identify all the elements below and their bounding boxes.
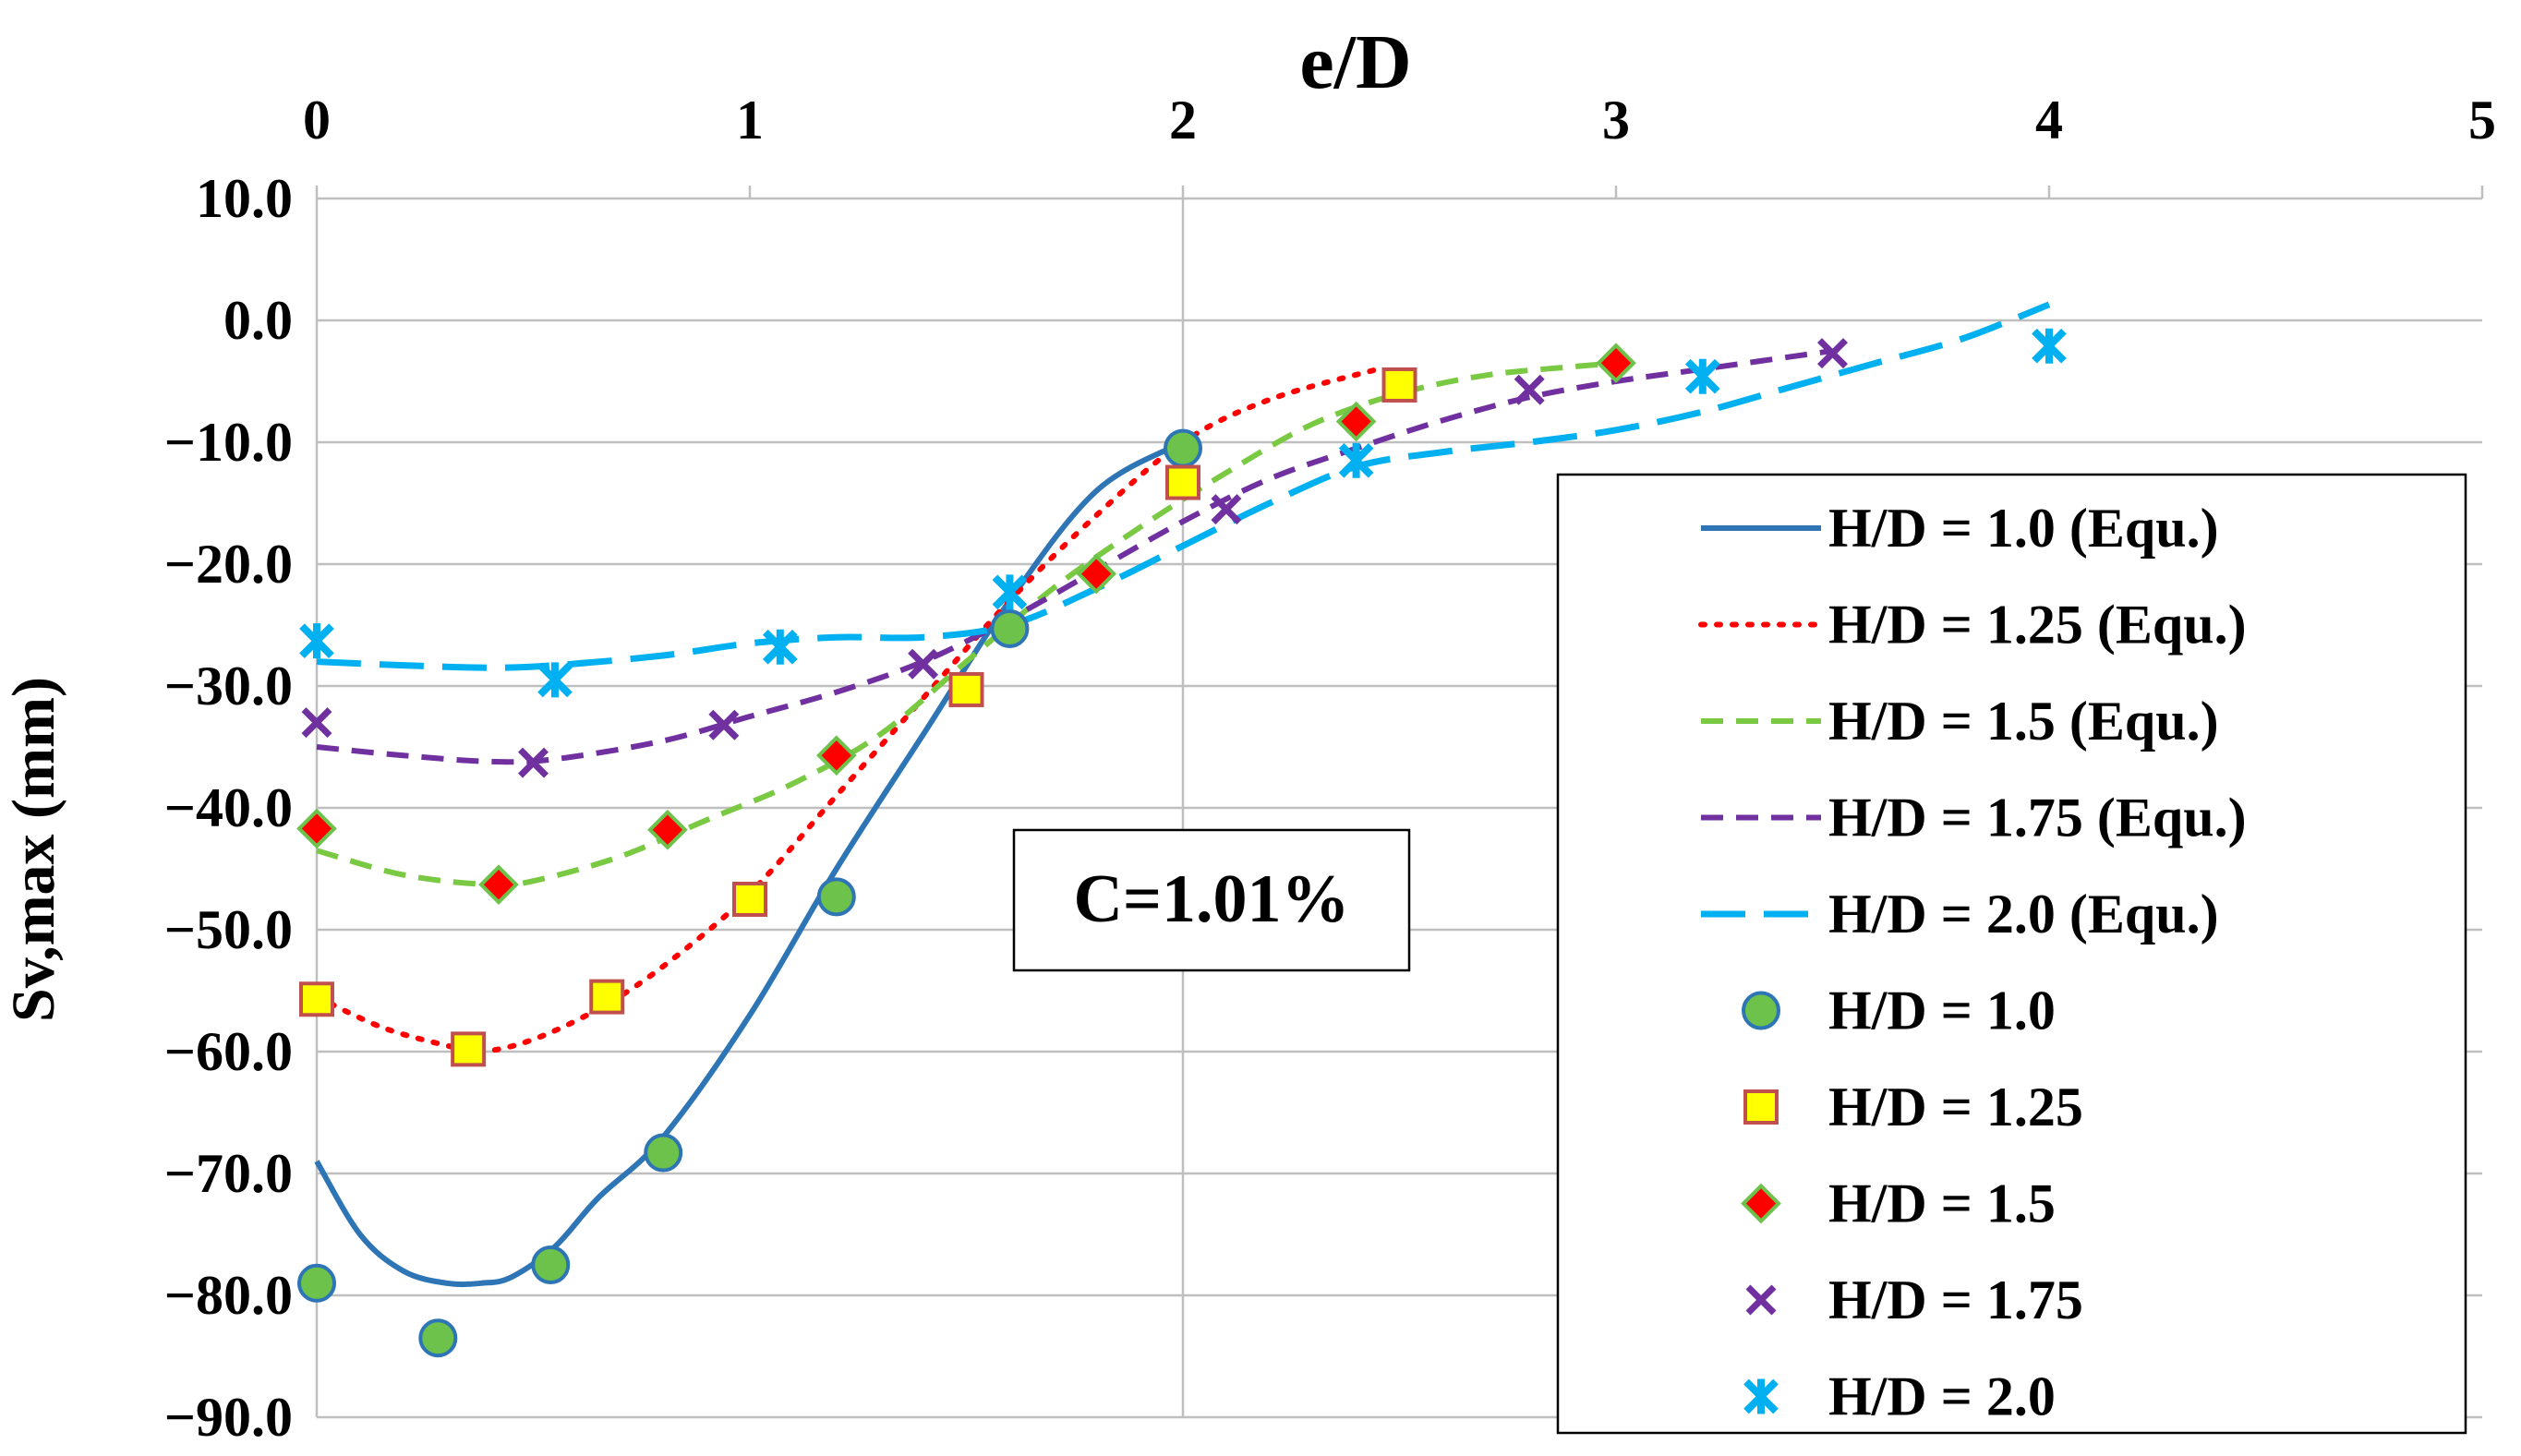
data-point-series-5	[2032, 328, 2067, 364]
data-point-series-2	[299, 981, 334, 1017]
curve-5	[316, 301, 2051, 671]
y-tick-label: −50.0	[164, 899, 293, 960]
data-point-series-4	[908, 648, 939, 680]
data-point-series-1	[816, 877, 856, 917]
x-tick-label: 4	[2035, 90, 2063, 150]
y-tick-label: −70.0	[164, 1143, 293, 1204]
legend-label: H/D = 1.75 (Equ.)	[1828, 788, 2247, 848]
curve-4	[316, 348, 1833, 765]
data-point-series-1	[1164, 428, 1202, 468]
legend-marker-5	[1743, 1378, 1779, 1414]
data-point-series-1	[644, 1133, 683, 1173]
y-tick-label: −60.0	[164, 1021, 293, 1082]
data-point-series-1	[297, 1263, 336, 1303]
data-point-series-2	[1165, 464, 1200, 500]
x-tick-label: 1	[736, 90, 764, 150]
y-tick-label: 10.0	[196, 168, 293, 229]
y-tick-label: −30.0	[164, 656, 293, 716]
data-point-series-2	[732, 882, 767, 917]
data-point-series-1	[531, 1245, 571, 1284]
legend-label: H/D = 1.5 (Equ.)	[1828, 691, 2219, 752]
x-tick-label: 2	[1169, 90, 1197, 150]
legend-marker-2	[1743, 1089, 1779, 1125]
data-point-series-4	[1211, 494, 1242, 525]
y-tick-label: −10.0	[164, 412, 293, 473]
curve-3	[316, 360, 1617, 888]
data-point-series-4	[301, 707, 332, 739]
data-point-series-5	[537, 662, 573, 698]
x-tick-label: 5	[2468, 90, 2496, 150]
legend-marker-4	[1745, 1284, 1777, 1316]
data-point-series-2	[948, 671, 984, 707]
data-point-series-5	[1684, 358, 1720, 394]
data-point-series-3	[815, 735, 857, 776]
data-point-series-4	[518, 747, 549, 778]
legend: H/D = 1.0 (Equ.) H/D = 1.25 (Equ.) H/D = 1…	[1556, 473, 2467, 1435]
legend-label: H/D = 2.0	[1828, 1366, 2056, 1427]
y-tick-label: −80.0	[164, 1265, 293, 1326]
legend-label: H/D = 1.75	[1828, 1269, 2083, 1330]
data-point-series-3	[296, 808, 337, 849]
data-point-series-3	[1335, 401, 1377, 442]
y-tick-label: 0.0	[223, 290, 293, 351]
data-point-series-3	[1076, 553, 1117, 595]
data-point-series-5	[763, 629, 798, 665]
legend-label: H/D = 1.25	[1828, 1077, 2083, 1137]
legend-marker-3	[1741, 1183, 1781, 1224]
y-tick-label: −40.0	[164, 777, 293, 838]
data-point-series-2	[589, 979, 625, 1015]
tick-labels: 10.0 0.0 −10.0 −20.0 −30.0 −40.0 −50.0 −60.0 −70…	[164, 90, 2496, 1448]
data-point-series-4	[708, 709, 740, 740]
data-point-series-1	[418, 1318, 458, 1358]
data-markers	[296, 328, 2067, 1358]
data-point-series-3	[1596, 343, 1636, 384]
legend-label: H/D = 1.5	[1828, 1173, 2056, 1234]
legend-marker-1	[1742, 991, 1780, 1030]
x-axis-title: e/D	[1299, 19, 1411, 105]
data-point-series-1	[990, 608, 1030, 648]
x-tick-label: 3	[1602, 90, 1630, 150]
data-point-series-4	[1817, 338, 1848, 369]
legend-label: H/D = 2.0 (Equ.)	[1828, 884, 2219, 945]
data-point-series-3	[647, 809, 688, 850]
legend-label: H/D = 1.0	[1828, 981, 2056, 1041]
data-point-series-2	[1381, 367, 1417, 403]
data-point-series-4	[1514, 374, 1545, 405]
legend-frame	[1556, 473, 2467, 1435]
y-tick-label: −90.0	[164, 1387, 293, 1448]
y-axis-title: Sv,max (mm)	[0, 677, 67, 1022]
annotation-text: C=1.01%	[1073, 861, 1349, 937]
y-tick-label: −20.0	[164, 534, 293, 595]
legend-label: H/D = 1.25 (Equ.)	[1828, 595, 2247, 656]
annotation-frame	[1012, 828, 1411, 972]
x-tick-label: 0	[303, 90, 331, 150]
data-point-series-5	[299, 623, 334, 659]
data-point-series-5	[992, 574, 1028, 610]
data-point-series-2	[451, 1031, 487, 1067]
data-point-series-5	[1338, 442, 1374, 478]
annotation-box: C=1.01%	[1012, 828, 1411, 972]
data-point-series-3	[478, 864, 519, 905]
legend-label: H/D = 1.0 (Equ.)	[1828, 498, 2219, 559]
axes	[315, 186, 2484, 1417]
